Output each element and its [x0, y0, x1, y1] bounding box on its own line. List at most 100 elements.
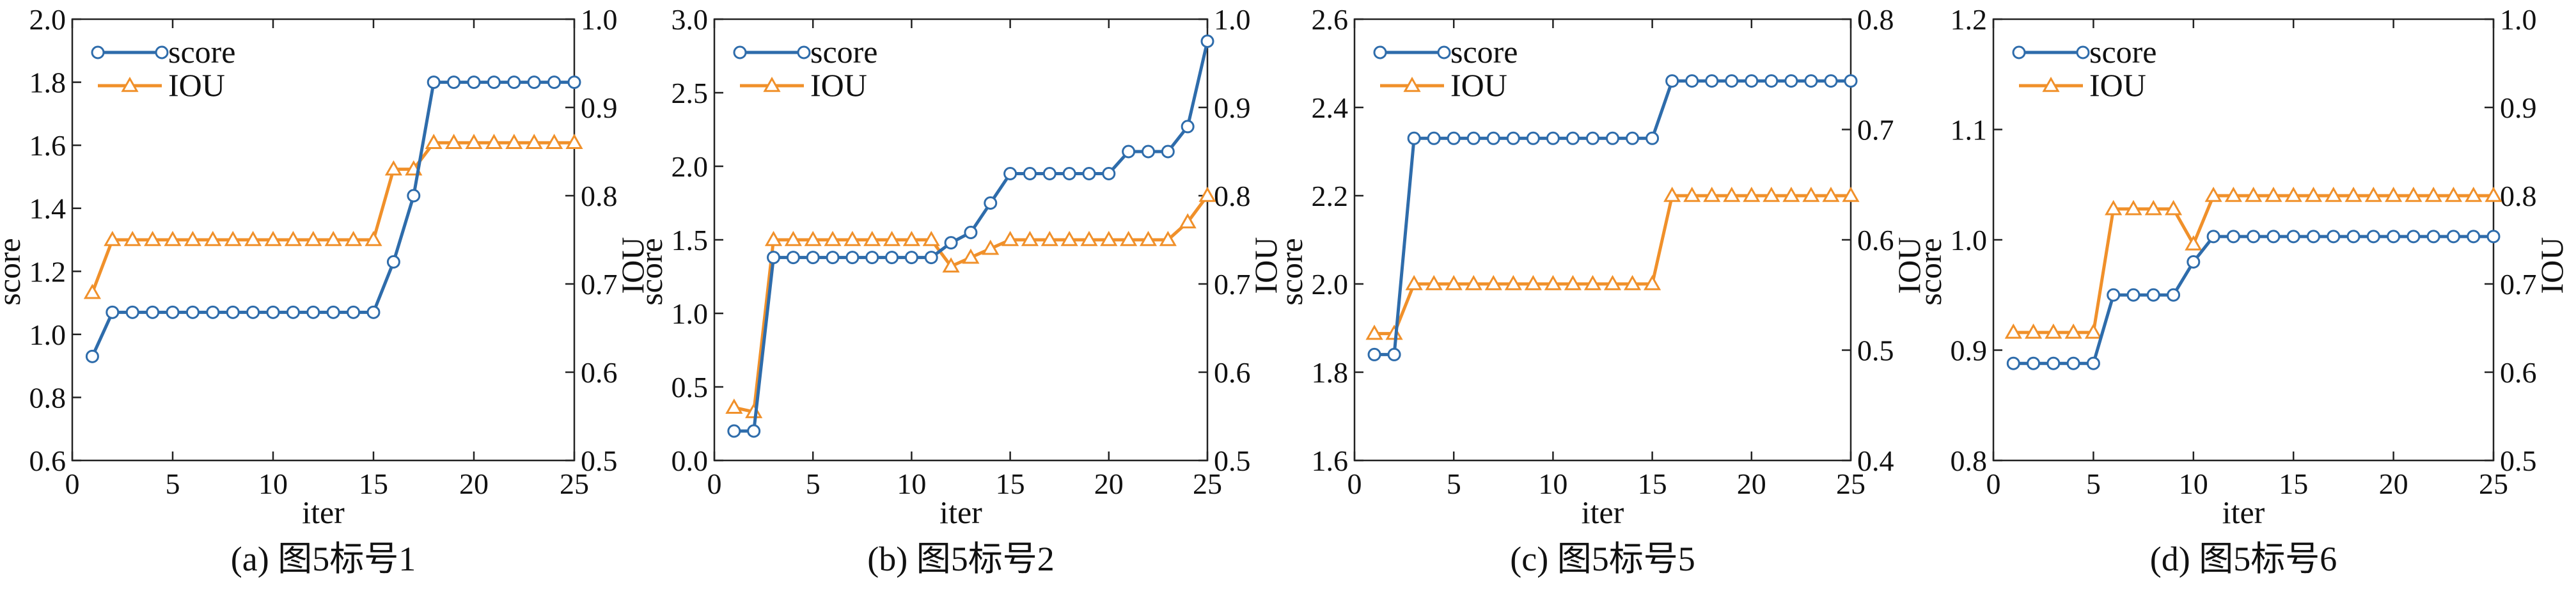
data-point [2284, 186, 2302, 202]
y-tick-label: 1.4 [29, 192, 67, 225]
data-point [767, 251, 781, 265]
data-point [565, 134, 583, 149]
data-point [863, 230, 881, 246]
y-tick-label: 1.6 [29, 129, 67, 162]
data-point [166, 305, 180, 319]
data-point [1822, 186, 1840, 202]
data-point [962, 248, 980, 264]
y2-tick-label: 0.5 [1857, 334, 1894, 367]
data-point [144, 230, 162, 246]
data-point [1198, 186, 1216, 202]
y-axis-title: score [1273, 238, 1309, 306]
y2-axis-title: IOU [1248, 237, 1284, 294]
data-point [407, 189, 421, 203]
data-point [1526, 131, 1540, 145]
data-point [2245, 186, 2263, 202]
data-point [347, 305, 361, 319]
data-point [2105, 200, 2123, 216]
legend-marker [763, 76, 781, 92]
data-point [306, 305, 320, 319]
data-point [1060, 230, 1078, 246]
data-point [2204, 186, 2222, 202]
data-point [1021, 230, 1039, 246]
y2-tick-label: 0.7 [581, 268, 618, 301]
data-point [844, 230, 861, 246]
panel-caption: (a) 图5标号1 [231, 540, 416, 578]
data-point [2327, 230, 2341, 244]
data-point [345, 230, 363, 246]
data-point [1705, 74, 1719, 88]
x-tick-label: 10 [897, 467, 926, 500]
data-point [2064, 323, 2082, 339]
data-point [1802, 186, 1820, 202]
data-point [386, 255, 400, 269]
data-point [2306, 230, 2320, 244]
data-point [146, 305, 160, 319]
data-point [1062, 167, 1076, 180]
data-point [324, 230, 342, 246]
data-point [487, 75, 501, 90]
data-point [427, 75, 441, 90]
data-point [164, 230, 182, 246]
data-point [2346, 230, 2360, 244]
y-axis-title: score [1912, 238, 1948, 306]
data-point [2465, 186, 2483, 202]
x-tick-label: 10 [2179, 467, 2208, 500]
data-point [2164, 200, 2183, 216]
data-point [804, 230, 822, 246]
data-point [2446, 230, 2460, 244]
y2-tick-label: 1.0 [581, 3, 618, 36]
series-score [1367, 74, 1858, 361]
data-point [1506, 131, 1520, 145]
series-line-score [1374, 79, 1851, 356]
data-point [1782, 186, 1800, 202]
x-tick-label: 15 [359, 467, 388, 500]
data-point [806, 251, 820, 265]
y-tick-label: 0.0 [671, 444, 709, 477]
data-point [104, 230, 122, 246]
data-point [1804, 74, 1818, 88]
data-point [2387, 230, 2401, 244]
data-point [2286, 230, 2300, 244]
series-IOU [725, 186, 1216, 418]
data-point [2304, 186, 2323, 202]
x-tick-label: 25 [560, 467, 589, 500]
data-point [1665, 74, 1679, 88]
data-point [764, 230, 783, 246]
data-point [2124, 200, 2142, 216]
series-score [2006, 230, 2501, 370]
y2-tick-label: 0.5 [581, 444, 618, 477]
legend-marker [121, 76, 139, 92]
data-point [1486, 131, 1500, 145]
data-point [982, 239, 1000, 255]
series-line-IOU [1374, 194, 1851, 336]
y-tick-label: 3.0 [671, 3, 709, 36]
data-point [83, 283, 101, 299]
y2-tick-label: 0.8 [1214, 180, 1251, 212]
data-point [546, 134, 563, 149]
data-point [922, 230, 940, 246]
x-tick-label: 20 [459, 467, 489, 500]
x-tick-label: 0 [1347, 467, 1362, 500]
y-tick-label: 1.2 [1951, 3, 1988, 36]
data-point [984, 196, 998, 210]
data-point [2167, 288, 2181, 302]
data-point [904, 251, 918, 265]
y-tick-label: 2.0 [671, 150, 709, 183]
series-IOU [83, 134, 583, 299]
data-point [2405, 186, 2423, 202]
data-point [1080, 230, 1098, 246]
data-point [1023, 167, 1037, 180]
data-point [1703, 186, 1721, 202]
y-tick-label: 1.0 [29, 318, 67, 351]
chart-panel-0: 0 5 10 15 20 25 0.6 0.8 1.0 1.2 1.4 1.6 1.8 2.0 0.5 0.6… [0, 3, 650, 578]
y-tick-label: 2.4 [1312, 91, 1349, 124]
data-point [942, 257, 960, 273]
data-point [2444, 186, 2463, 202]
legend-label-IOU: IOU [2089, 67, 2146, 103]
data-point [2146, 288, 2160, 302]
y2-tick-label: 0.4 [1857, 444, 1894, 477]
data-point [244, 230, 262, 246]
